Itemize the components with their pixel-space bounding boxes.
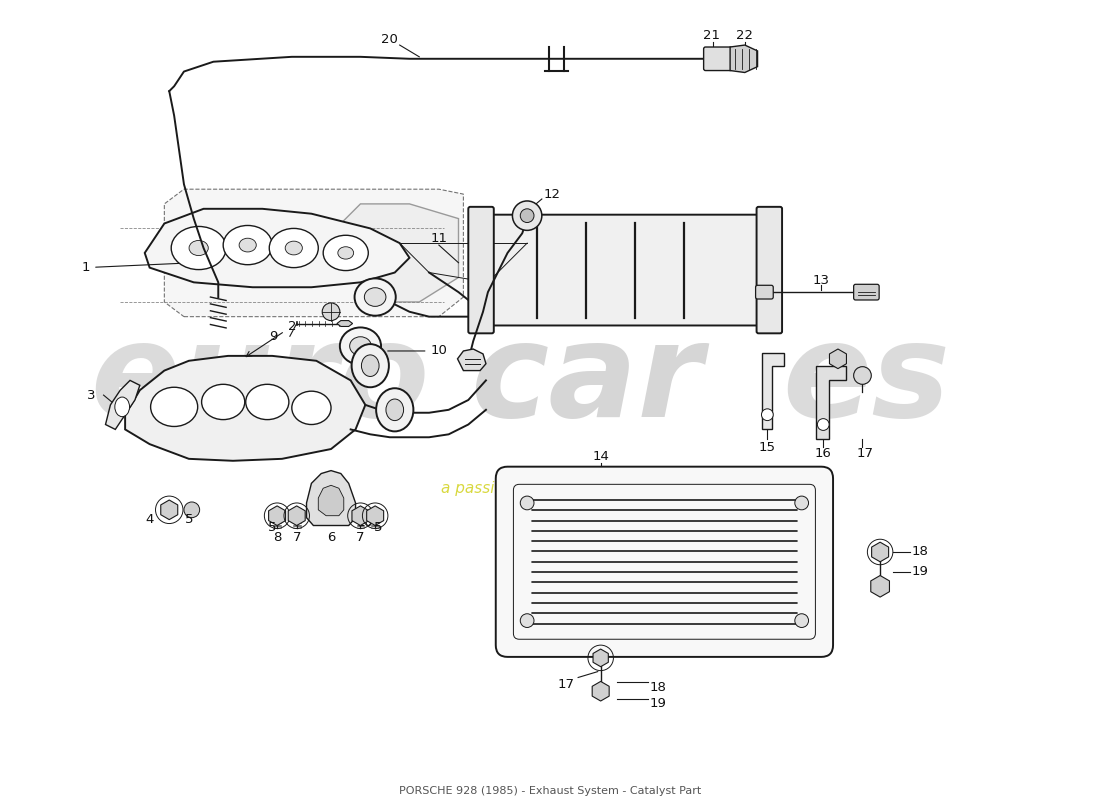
Text: 17: 17 <box>558 678 575 691</box>
Text: 21: 21 <box>703 29 720 42</box>
Text: 18: 18 <box>650 681 667 694</box>
Polygon shape <box>816 366 846 439</box>
Text: 16: 16 <box>815 447 832 461</box>
Circle shape <box>817 418 829 430</box>
Ellipse shape <box>270 229 318 268</box>
Circle shape <box>795 614 808 627</box>
Circle shape <box>520 614 534 627</box>
Polygon shape <box>145 209 409 287</box>
Polygon shape <box>125 356 365 461</box>
Ellipse shape <box>151 387 198 426</box>
Text: 11: 11 <box>430 232 448 245</box>
Ellipse shape <box>245 384 289 420</box>
Text: 19: 19 <box>650 698 667 710</box>
Ellipse shape <box>386 399 404 421</box>
Ellipse shape <box>285 241 303 255</box>
Text: 5: 5 <box>185 513 194 526</box>
Circle shape <box>520 209 534 222</box>
Text: 17: 17 <box>857 447 873 461</box>
Text: 12: 12 <box>543 187 560 201</box>
Polygon shape <box>164 189 463 317</box>
Text: 2: 2 <box>246 320 296 357</box>
Ellipse shape <box>292 391 331 425</box>
Text: 18: 18 <box>912 546 928 558</box>
Circle shape <box>854 366 871 384</box>
Text: a passion for parts since 1985: a passion for parts since 1985 <box>441 481 672 496</box>
Ellipse shape <box>201 384 244 420</box>
Polygon shape <box>458 349 486 370</box>
Text: PORSCHE 928 (1985) - Exhaust System - Catalyst Part: PORSCHE 928 (1985) - Exhaust System - Ca… <box>399 786 701 796</box>
Text: 3: 3 <box>87 389 95 402</box>
FancyBboxPatch shape <box>496 466 833 657</box>
Text: euro: euro <box>90 317 429 444</box>
Text: 13: 13 <box>813 274 829 287</box>
Text: 7: 7 <box>356 530 365 544</box>
Circle shape <box>322 303 340 321</box>
Circle shape <box>184 502 199 518</box>
Ellipse shape <box>323 235 368 270</box>
Text: 5: 5 <box>268 521 276 534</box>
FancyBboxPatch shape <box>756 286 773 299</box>
Text: 9: 9 <box>268 330 277 342</box>
Text: 10: 10 <box>387 345 448 358</box>
Polygon shape <box>730 45 758 73</box>
FancyBboxPatch shape <box>484 214 767 326</box>
Polygon shape <box>307 470 355 526</box>
Ellipse shape <box>239 238 256 252</box>
Polygon shape <box>106 380 140 430</box>
Ellipse shape <box>350 337 371 355</box>
Ellipse shape <box>189 241 208 255</box>
Text: 22: 22 <box>736 29 754 42</box>
Text: 7: 7 <box>293 530 301 544</box>
Ellipse shape <box>352 344 389 387</box>
Circle shape <box>761 409 773 421</box>
Ellipse shape <box>172 226 227 270</box>
FancyBboxPatch shape <box>757 207 782 334</box>
Polygon shape <box>318 486 344 516</box>
Text: 14: 14 <box>592 450 609 463</box>
Ellipse shape <box>364 288 386 306</box>
Text: 8: 8 <box>273 530 282 544</box>
Ellipse shape <box>376 388 414 431</box>
Polygon shape <box>341 204 459 302</box>
Text: 15: 15 <box>759 441 775 454</box>
Text: es: es <box>782 317 950 444</box>
Circle shape <box>795 496 808 510</box>
FancyBboxPatch shape <box>854 284 879 300</box>
Ellipse shape <box>340 327 381 365</box>
Ellipse shape <box>223 226 272 265</box>
Ellipse shape <box>354 278 396 316</box>
Text: 5: 5 <box>374 521 383 534</box>
Text: 4: 4 <box>145 513 154 526</box>
Ellipse shape <box>338 246 353 259</box>
Text: 1: 1 <box>81 261 191 274</box>
Text: 10: 10 <box>343 502 374 529</box>
Ellipse shape <box>114 397 130 417</box>
Text: 20: 20 <box>382 33 398 46</box>
FancyBboxPatch shape <box>469 207 494 334</box>
Circle shape <box>520 496 534 510</box>
Text: car: car <box>470 317 702 444</box>
Ellipse shape <box>362 355 380 377</box>
Polygon shape <box>337 321 353 326</box>
Text: 19: 19 <box>912 565 928 578</box>
Text: 6: 6 <box>327 530 336 544</box>
FancyBboxPatch shape <box>704 47 733 70</box>
Polygon shape <box>762 353 784 430</box>
Circle shape <box>513 201 542 230</box>
